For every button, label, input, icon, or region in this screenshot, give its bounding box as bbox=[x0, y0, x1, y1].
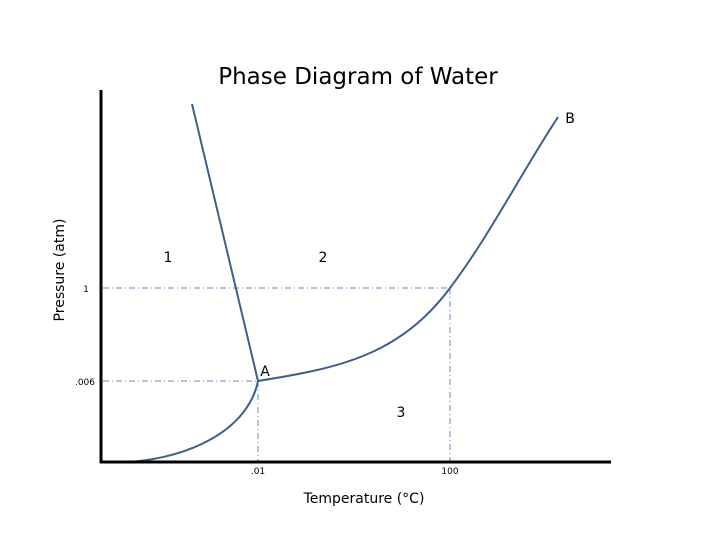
region-label-3: 3 bbox=[397, 405, 406, 421]
melting-curve bbox=[191, 103, 259, 382]
sublimation-curve bbox=[127, 380, 259, 463]
x-tick-100: 100 bbox=[441, 467, 458, 477]
vaporization-curve bbox=[257, 116, 559, 382]
triple-point-label: A bbox=[260, 364, 270, 380]
x-tick-001: .01 bbox=[251, 467, 265, 477]
diagram-title: Phase Diagram of Water bbox=[218, 64, 498, 90]
y-tick-006: .006 bbox=[75, 378, 95, 388]
critical-point-label: B bbox=[565, 111, 575, 127]
x-axis-label: Temperature (°C) bbox=[303, 491, 425, 507]
y-axis-label: Pressure (atm) bbox=[52, 219, 68, 322]
y-tick-1: 1 bbox=[83, 285, 89, 295]
region-label-1: 1 bbox=[164, 250, 173, 266]
region-label-2: 2 bbox=[319, 250, 328, 266]
